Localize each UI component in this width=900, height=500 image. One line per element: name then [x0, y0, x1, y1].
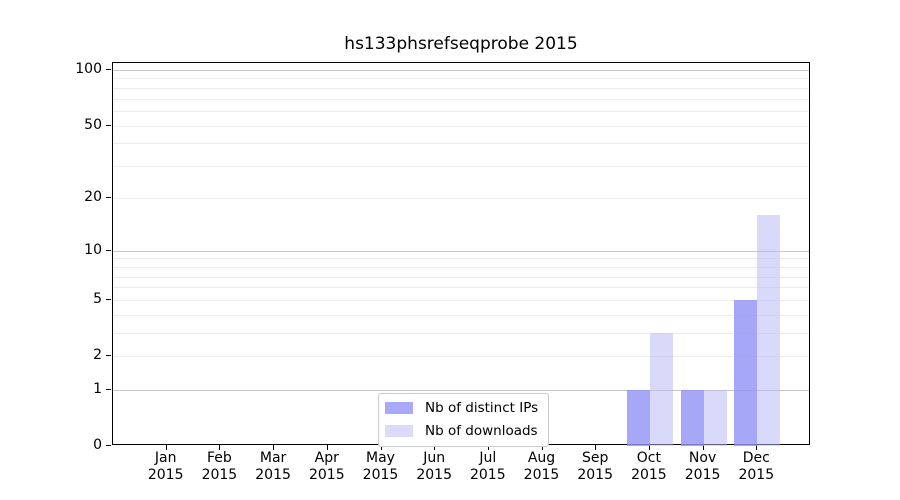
gridline-minor [113, 110, 809, 112]
x-tick-mark [648, 445, 650, 450]
gridline-minor [113, 299, 809, 301]
x-tick-label-year: 2015 [362, 467, 399, 483]
y-tick-mark [106, 298, 111, 300]
x-tick-label-month: Jul [479, 450, 497, 466]
x-tick-mark [595, 445, 597, 450]
y-tick-mark [106, 68, 111, 70]
legend: Nb of distinct IPs Nb of downloads [378, 393, 550, 447]
x-tick-label-jan: Jan 2015 [124, 450, 208, 484]
y-tick-label: 0 [93, 437, 102, 453]
bar-distinct-ips-nov [680, 389, 704, 446]
gridline-major [113, 389, 809, 391]
x-tick-label-oct: Oct 2015 [607, 450, 691, 484]
chart-title: hs133phsrefseqprobe 2015 [344, 34, 578, 54]
x-tick-mark [434, 445, 436, 450]
x-tick-mark [380, 445, 382, 450]
y-tick-label: 1 [93, 380, 102, 397]
x-tick-label-year: 2015 [201, 467, 238, 483]
x-tick-mark [487, 445, 489, 450]
x-tick-label-year: 2015 [469, 467, 506, 483]
gridline-minor [113, 166, 809, 168]
x-tick-label-month: Aug [527, 450, 556, 466]
legend-item-distinct-ips: Nb of distinct IPs [385, 400, 538, 416]
y-tick-label: 10 [84, 241, 102, 258]
x-tick-label-year: 2015 [255, 467, 291, 483]
gridline-minor [113, 143, 809, 145]
x-tick-label-year: 2015 [577, 467, 613, 483]
x-tick-label-month: May [366, 450, 395, 466]
gridline-minor [113, 276, 809, 278]
x-tick-label-nov: Nov 2015 [661, 450, 745, 484]
x-tick-label-year: 2015 [631, 467, 667, 483]
x-tick-mark [702, 445, 704, 450]
gridline-minor [113, 333, 809, 334]
bar-downloads-dec [757, 215, 781, 446]
y-tick-mark [106, 124, 111, 126]
x-tick-label-year: 2015 [147, 467, 184, 483]
gridline-minor [113, 125, 809, 127]
legend-label-distinct-ips: Nb of distinct IPs [425, 400, 539, 416]
x-tick-label-dec: Dec 2015 [714, 450, 798, 484]
x-tick-label-year: 2015 [523, 467, 560, 483]
y-tick-label: 20 [84, 188, 102, 205]
x-tick-label-month: Nov [688, 450, 717, 466]
gridline-minor [113, 258, 809, 260]
legend-swatch-downloads [385, 425, 413, 437]
x-tick-label-year: 2015 [308, 467, 345, 483]
y-tick-label: 50 [84, 116, 102, 133]
y-tick-mark [106, 445, 111, 446]
y-tick-label: 2 [93, 347, 102, 364]
x-tick-label-may: May 2015 [339, 450, 423, 484]
gridline-minor [113, 314, 809, 316]
x-tick-label-jun: Jun 2015 [392, 450, 476, 484]
gridline-minor [113, 356, 809, 358]
x-tick-label-apr: Apr 2015 [285, 450, 369, 484]
bar-distinct-ips-dec [734, 299, 758, 446]
x-tick-label-month: Sep [581, 450, 609, 466]
x-tick-label-month: Jan [154, 450, 177, 466]
x-tick-mark [165, 445, 167, 450]
bar-downloads-nov [703, 389, 727, 446]
x-tick-mark [541, 445, 543, 450]
gridline-major [113, 69, 809, 71]
x-tick-label-year: 2015 [738, 467, 775, 483]
x-tick-label-month: Oct [636, 450, 661, 466]
legend-label-downloads: Nb of downloads [425, 423, 538, 439]
x-tick-label-year: 2015 [416, 467, 452, 483]
y-tick-mark [106, 355, 111, 357]
x-tick-label-month: Feb [206, 450, 232, 466]
plot-area: Nb of distinct IPs Nb of downloads [112, 62, 810, 447]
bar-distinct-ips-oct [626, 389, 650, 446]
x-tick-label-month: Apr [314, 450, 339, 466]
gridline-minor [113, 266, 809, 268]
x-tick-mark [219, 445, 221, 450]
y-tick-mark [106, 388, 111, 390]
x-tick-label-mar: Mar 2015 [231, 450, 315, 484]
x-tick-mark [326, 445, 328, 450]
y-tick-label: 100 [75, 60, 102, 77]
gridline-minor [113, 197, 809, 199]
x-tick-label-feb: Feb 2015 [177, 450, 261, 484]
gridline-minor [113, 98, 809, 100]
legend-swatch-distinct-ips [385, 402, 413, 414]
gridline-minor [113, 287, 809, 289]
legend-item-downloads: Nb of downloads [385, 423, 538, 439]
y-tick-mark [106, 249, 111, 251]
x-tick-label-aug: Aug 2015 [500, 450, 584, 484]
x-tick-label-month: Jun [423, 450, 446, 466]
x-tick-label-month: Mar [259, 450, 287, 466]
gridline-minor [113, 87, 809, 89]
x-tick-label-jul: Jul 2015 [446, 450, 530, 484]
x-tick-label-sep: Sep 2015 [553, 450, 637, 484]
y-tick-mark [106, 196, 111, 198]
bar-downloads-oct [649, 333, 673, 446]
x-tick-label-month: Dec [742, 450, 770, 466]
x-tick-mark [756, 445, 758, 450]
gridline-minor [113, 78, 809, 80]
x-tick-mark [273, 445, 275, 450]
x-tick-label-year: 2015 [684, 467, 721, 483]
y-tick-label: 5 [93, 290, 102, 307]
gridline-major [113, 250, 809, 252]
